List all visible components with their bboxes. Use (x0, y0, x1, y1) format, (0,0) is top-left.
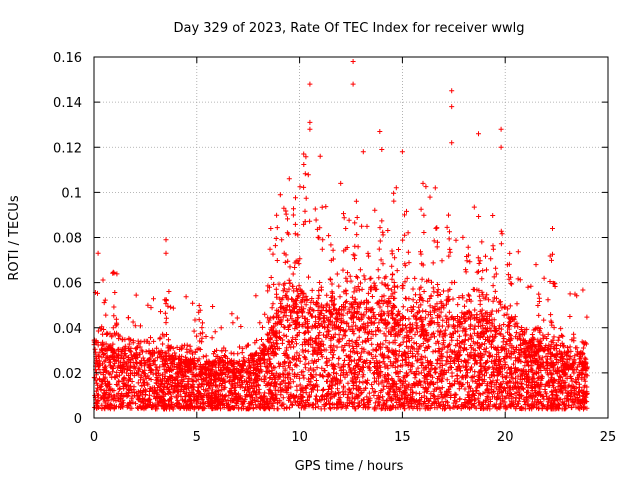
x-tick-label: 15 (394, 430, 411, 445)
y-tick-label: 0 (74, 412, 82, 427)
x-tick-label: 20 (497, 430, 514, 445)
x-tick-label: 10 (291, 430, 308, 445)
y-tick-label: 0.16 (53, 51, 82, 66)
y-tick-label: 0.1 (61, 186, 82, 201)
y-tick-label: 0.02 (53, 367, 82, 382)
chart-title: Day 329 of 2023, Rate Of TEC Index for r… (173, 21, 524, 36)
data-points (91, 59, 590, 412)
y-tick-label: 0.12 (53, 141, 82, 156)
y-tick-label: 0.14 (53, 96, 82, 111)
y-tick-label: 0.08 (53, 232, 82, 247)
roti-point-cloud (91, 59, 590, 412)
y-axis-label: ROTI / TECUs (7, 195, 22, 280)
x-tick-label: 0 (90, 430, 98, 445)
y-tick-label: 0.04 (53, 322, 82, 337)
x-axis-label: GPS time / hours (295, 459, 404, 474)
y-tick-label: 0.06 (53, 277, 82, 292)
x-tick-label: 5 (193, 430, 201, 445)
x-tick-label: 25 (600, 430, 617, 445)
axis-ticks: 0 5 10 15 20 25 0 0.02 0.04 0.06 0.08 0.1 0.12 0.14 0.… (53, 51, 616, 445)
